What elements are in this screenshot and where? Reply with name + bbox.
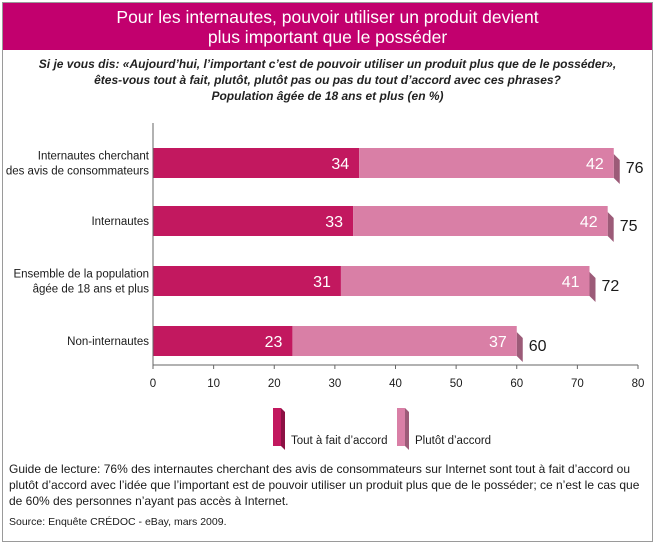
bar-side-face [589, 272, 596, 302]
x-tick-label: 70 [571, 378, 584, 390]
chart-title: Pour les internautes, pouvoir utiliser u… [3, 3, 652, 50]
x-tick-label: 10 [207, 378, 220, 390]
question-line: Si je vous dis: «Aujourd’hui, l’importan… [38, 57, 617, 71]
x-tick-label: 80 [632, 378, 645, 390]
bar-segment [153, 266, 341, 296]
x-tick-label: 40 [389, 378, 402, 390]
bar-segment [353, 206, 608, 236]
data-label: 41 [562, 274, 580, 291]
data-label: 37 [489, 334, 507, 351]
data-label: 23 [265, 334, 283, 351]
total-label: 76 [626, 160, 644, 177]
population-line: Population âgée de 18 ans et plus (en %) [211, 89, 444, 103]
bar-chart: Internautes cherchant des avis de consomm… [6, 123, 645, 450]
bar-side-face [516, 332, 523, 362]
data-label: 42 [586, 156, 604, 173]
data-label: 33 [325, 214, 343, 231]
data-label: 34 [331, 156, 349, 173]
legend-swatch-side [405, 408, 409, 450]
legend-swatch [397, 408, 405, 446]
x-tick-label: 60 [510, 378, 523, 390]
x-tick-label: 50 [450, 378, 463, 390]
legend-label: Tout à fait d’accord [291, 435, 388, 447]
x-tick-label: 30 [328, 378, 341, 390]
chart-title-line: plus important que le posséder [207, 27, 448, 47]
category-label: âgée de 18 ans et plus [33, 284, 150, 296]
legend-swatch-side [281, 408, 285, 450]
category-label: Ensemble de la population [13, 269, 149, 281]
category-label: Internautes [91, 216, 149, 228]
bar-segment [153, 148, 360, 178]
bar-segment [153, 326, 293, 356]
total-label: 60 [529, 338, 547, 355]
bar-side-face [607, 212, 614, 242]
legend-swatch [273, 408, 281, 446]
bar-segment [292, 326, 517, 356]
bar-side-face [613, 154, 620, 184]
chart-title-line: Pour les internautes, pouvoir utiliser u… [116, 7, 539, 27]
question-line: êtes-vous tout à fait, plutôt, plutôt pa… [94, 73, 561, 87]
reading-guide: Guide de lecture: 76% des internautes ch… [9, 462, 640, 508]
legend-label: Plutôt d’accord [415, 435, 491, 447]
x-tick-label: 20 [268, 378, 281, 390]
data-label: 42 [580, 214, 598, 231]
x-tick-label: 0 [150, 378, 156, 390]
source-note: Source: Enquête CRÉDOC - eBay, mars 2009… [9, 516, 227, 528]
bar-segment [359, 148, 614, 178]
category-label: des avis de consommateurs [6, 166, 149, 178]
bar-segment [340, 266, 590, 296]
category-label: Internautes cherchant [38, 151, 150, 163]
chart-subtitle: Si je vous dis: «Aujourd’hui, l’importan… [3, 56, 652, 104]
category-label: Non-internautes [67, 336, 149, 348]
total-label: 75 [620, 218, 638, 235]
total-label: 72 [602, 278, 620, 295]
bar-segment [153, 206, 354, 236]
data-label: 31 [313, 274, 331, 291]
